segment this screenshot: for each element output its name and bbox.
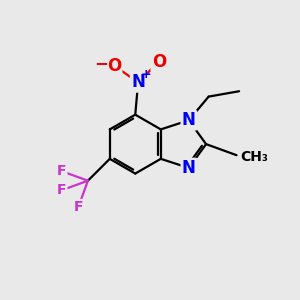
Text: N: N	[182, 159, 196, 177]
Text: +: +	[141, 68, 152, 81]
Text: CH₃: CH₃	[240, 150, 268, 164]
Text: O: O	[152, 52, 166, 70]
Text: N: N	[182, 111, 196, 129]
Text: F: F	[57, 183, 66, 197]
Text: O: O	[107, 56, 121, 74]
Text: N: N	[131, 74, 145, 92]
Text: F: F	[74, 200, 83, 214]
Text: −: −	[95, 54, 109, 72]
Text: F: F	[57, 164, 66, 178]
